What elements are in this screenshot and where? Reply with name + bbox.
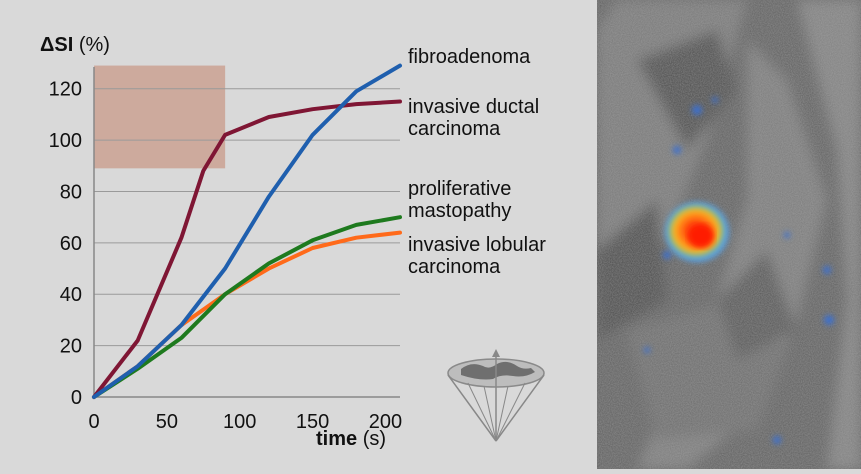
- y-axis-label: ΔSI (%): [40, 34, 110, 57]
- line-chart: 0 20 40 60 80 100 120 0 50 100 150 200: [49, 63, 402, 433]
- hot-lesion: [665, 202, 729, 262]
- series-line-fibroadenoma: [92, 63, 402, 399]
- y-tick-label: 20: [60, 336, 82, 358]
- y-tick-label: 0: [71, 387, 82, 409]
- series-line-invasive-lobular: [92, 230, 402, 399]
- x-axis-label: time (s): [316, 428, 386, 451]
- x-tick-label: 150: [296, 411, 329, 433]
- x-axis-label-unit: (s): [362, 428, 387, 450]
- y-axis-label-unit: (%): [78, 34, 110, 56]
- y-tick-label: 120: [49, 79, 82, 101]
- chart-panel: 0 20 40 60 80 100 120 0 50 100 150 200 ΔSI (%) time…: [40, 34, 546, 451]
- blue-enhancement-speckles: [644, 97, 834, 444]
- x-tick-label: 0: [88, 411, 99, 433]
- legend-label-invasive-lobular: invasive lobular carcinoma: [408, 234, 546, 278]
- y-tick-label: 80: [60, 181, 82, 203]
- y-tick-label: 40: [60, 284, 82, 306]
- y-tick-label: 60: [60, 233, 82, 255]
- mri-image: [597, 0, 861, 469]
- x-axis-label-name: time: [316, 428, 358, 450]
- x-tick-label: 100: [223, 411, 256, 433]
- legend-label-proliferative: proliferative mastopathy: [408, 178, 512, 222]
- mri-image-panel: [597, 0, 861, 469]
- x-tick-label: 200: [369, 411, 402, 433]
- legend-label-invasive-ductal: invasive ductal carcinoma: [408, 96, 540, 140]
- legend-label-fibroadenoma: fibroadenoma: [408, 46, 531, 68]
- globe-cone-icon: [447, 349, 545, 442]
- series-line-proliferative: [92, 215, 402, 399]
- y-axis-label-symbol: ΔSI: [40, 34, 74, 56]
- y-tick-label: 100: [49, 130, 82, 152]
- x-tick-label: 50: [156, 411, 178, 433]
- highlight-region: [94, 65, 226, 169]
